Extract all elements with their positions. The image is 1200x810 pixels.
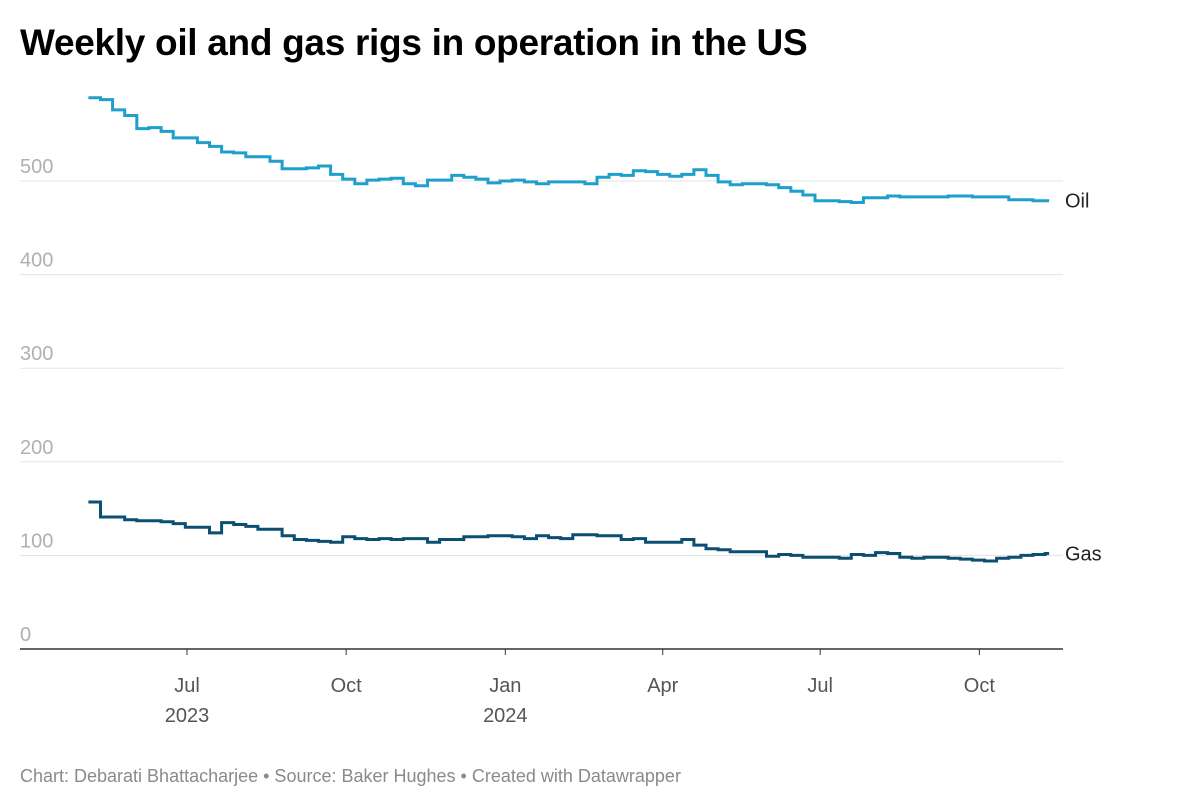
x-tick-label: Jan xyxy=(489,675,521,697)
series-label-gas: Gas xyxy=(1065,544,1102,566)
y-tick-label: 100 xyxy=(20,530,53,552)
x-tick-year-label: 2023 xyxy=(165,705,210,727)
x-tick-label: Jul xyxy=(807,675,833,697)
y-tick-label: 200 xyxy=(20,437,53,459)
x-tick-label: Jul xyxy=(174,675,200,697)
chart-footer: Chart: Debarati Bhattacharjee • Source: … xyxy=(20,766,681,786)
x-tick-label: Apr xyxy=(647,675,678,697)
x-tick-label: Oct xyxy=(331,675,363,697)
series-label-oil: Oil xyxy=(1065,191,1089,213)
series-line-oil xyxy=(88,96,1050,204)
series-line-gas xyxy=(88,500,1050,563)
x-tick-year-label: 2024 xyxy=(483,705,528,727)
y-tick-label: 300 xyxy=(20,343,53,365)
y-tick-label: 0 xyxy=(20,624,31,646)
chart-title: Weekly oil and gas rigs in operation in … xyxy=(20,22,808,63)
x-tick-label: Oct xyxy=(964,675,996,697)
y-tick-label: 500 xyxy=(20,156,53,178)
y-tick-label: 400 xyxy=(20,250,53,272)
